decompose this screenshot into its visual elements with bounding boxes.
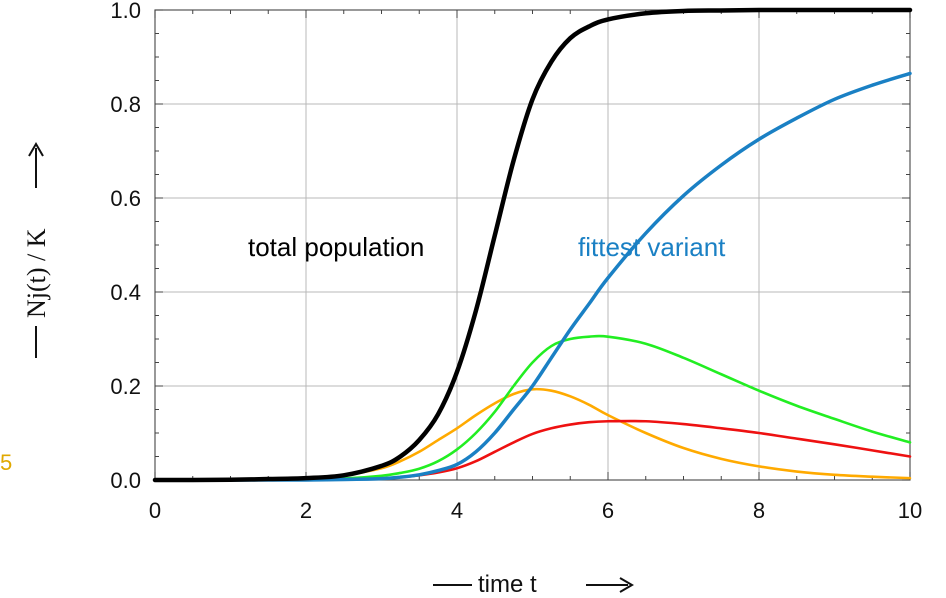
y-tick-label: 0.2 [110,374,141,399]
y-tick-label: 0.8 [110,92,141,117]
x-axis-label: time t [478,571,537,598]
x-tick-label: 2 [300,498,312,523]
x-tick-label: 0 [149,498,161,523]
x-axis-title: time t [433,571,634,598]
series-line-green [153,334,912,482]
x-tick-labels: 0 2 4 6 8 10 [149,498,922,523]
y-tick-label: 0.6 [110,186,141,211]
stray-orange-text: 5 [0,450,12,475]
x-axis-arrow-icon [619,577,634,593]
annotation-total-population: total population [248,232,424,262]
y-axis-label: Nj(t) / K [22,228,51,318]
x-tick-label: 6 [602,498,614,523]
series-lines [152,7,913,483]
series-line-total [152,7,913,483]
y-tick-label: 1.0 [110,0,141,23]
y-axis-title: Nj(t) / K [22,142,51,358]
series-line-fittest [153,71,912,482]
x-tick-label: 8 [753,498,765,523]
y-tick-label: 0.4 [110,280,141,305]
tick-marks [154,9,911,481]
y-tick-labels: 0.0 0.2 0.4 0.6 0.8 1.0 [110,0,141,493]
y-tick-label: 0.0 [110,468,141,493]
x-tick-label: 10 [898,498,922,523]
annotation-fittest-variant: fittest variant [578,232,726,262]
y-axis-arrow-icon [28,142,44,157]
x-tick-label: 4 [451,498,463,523]
